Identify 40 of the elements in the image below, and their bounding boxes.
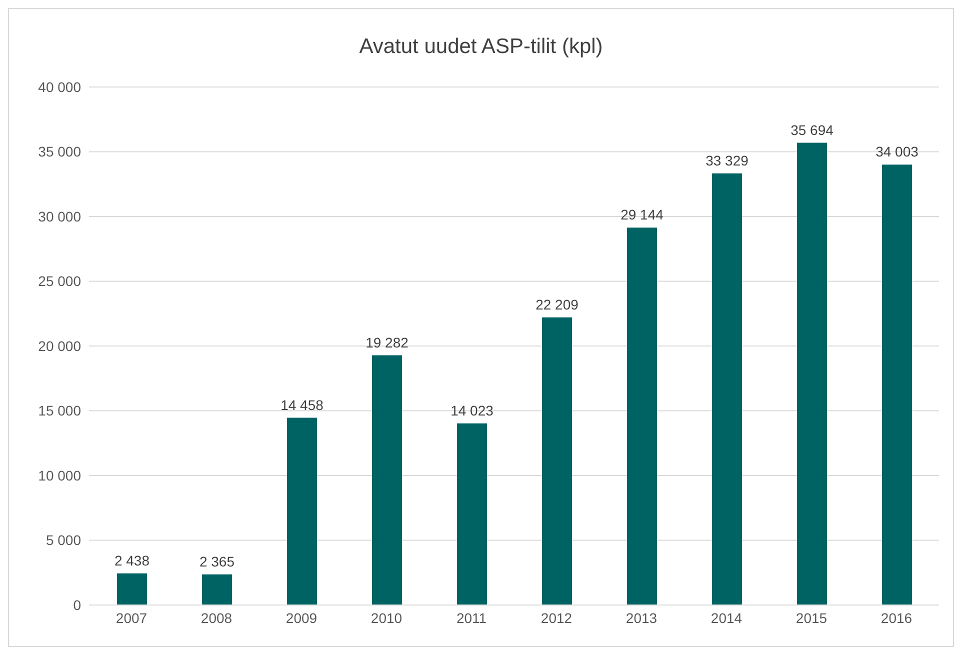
bar [202,574,232,605]
data-label: 22 209 [536,296,579,312]
bar [542,317,572,605]
y-tick-label: 10 000 [38,467,82,484]
data-label: 2 438 [114,552,150,568]
x-tick-label: 2008 [200,610,232,626]
y-tick-label: 30 000 [38,208,82,224]
data-label: 33 329 [706,152,749,168]
data-label: 35 694 [790,122,834,138]
data-label: 34 003 [876,144,919,160]
y-tick-label: 0 [73,596,82,613]
x-tick-label: 2012 [540,610,572,626]
chart-title: Avatut uudet ASP-tilit (kpl) [358,35,604,59]
bar [287,418,317,605]
x-tick-label: 2015 [796,610,828,626]
bar [372,355,402,605]
data-label: 29 144 [620,206,664,223]
x-tick-label: 2010 [370,610,402,626]
y-tick-label: 5 000 [46,532,82,548]
data-label: 19 282 [366,334,409,350]
data-label: 14 458 [280,396,324,413]
data-label: 2 365 [199,553,235,570]
data-label: 14 023 [450,402,494,418]
x-tick-label: 2011 [456,610,487,626]
y-tick-label: 25 000 [38,273,82,290]
x-tick-label: 2007 [116,610,148,626]
bar [627,228,657,605]
bar [117,573,147,605]
x-tick-label: 2014 [710,610,742,626]
bar [712,173,742,605]
x-tick-label: 2013 [626,610,658,626]
x-tick-label: 2009 [286,610,318,626]
y-tick-label: 40 000 [38,78,82,95]
bar [797,142,827,605]
y-tick-label: 15 000 [38,402,82,419]
bar [457,423,487,605]
x-tick-label: 2016 [880,610,912,626]
y-tick-label: 35 000 [38,144,82,160]
y-tick-label: 20 000 [38,338,82,354]
bar [882,164,912,605]
